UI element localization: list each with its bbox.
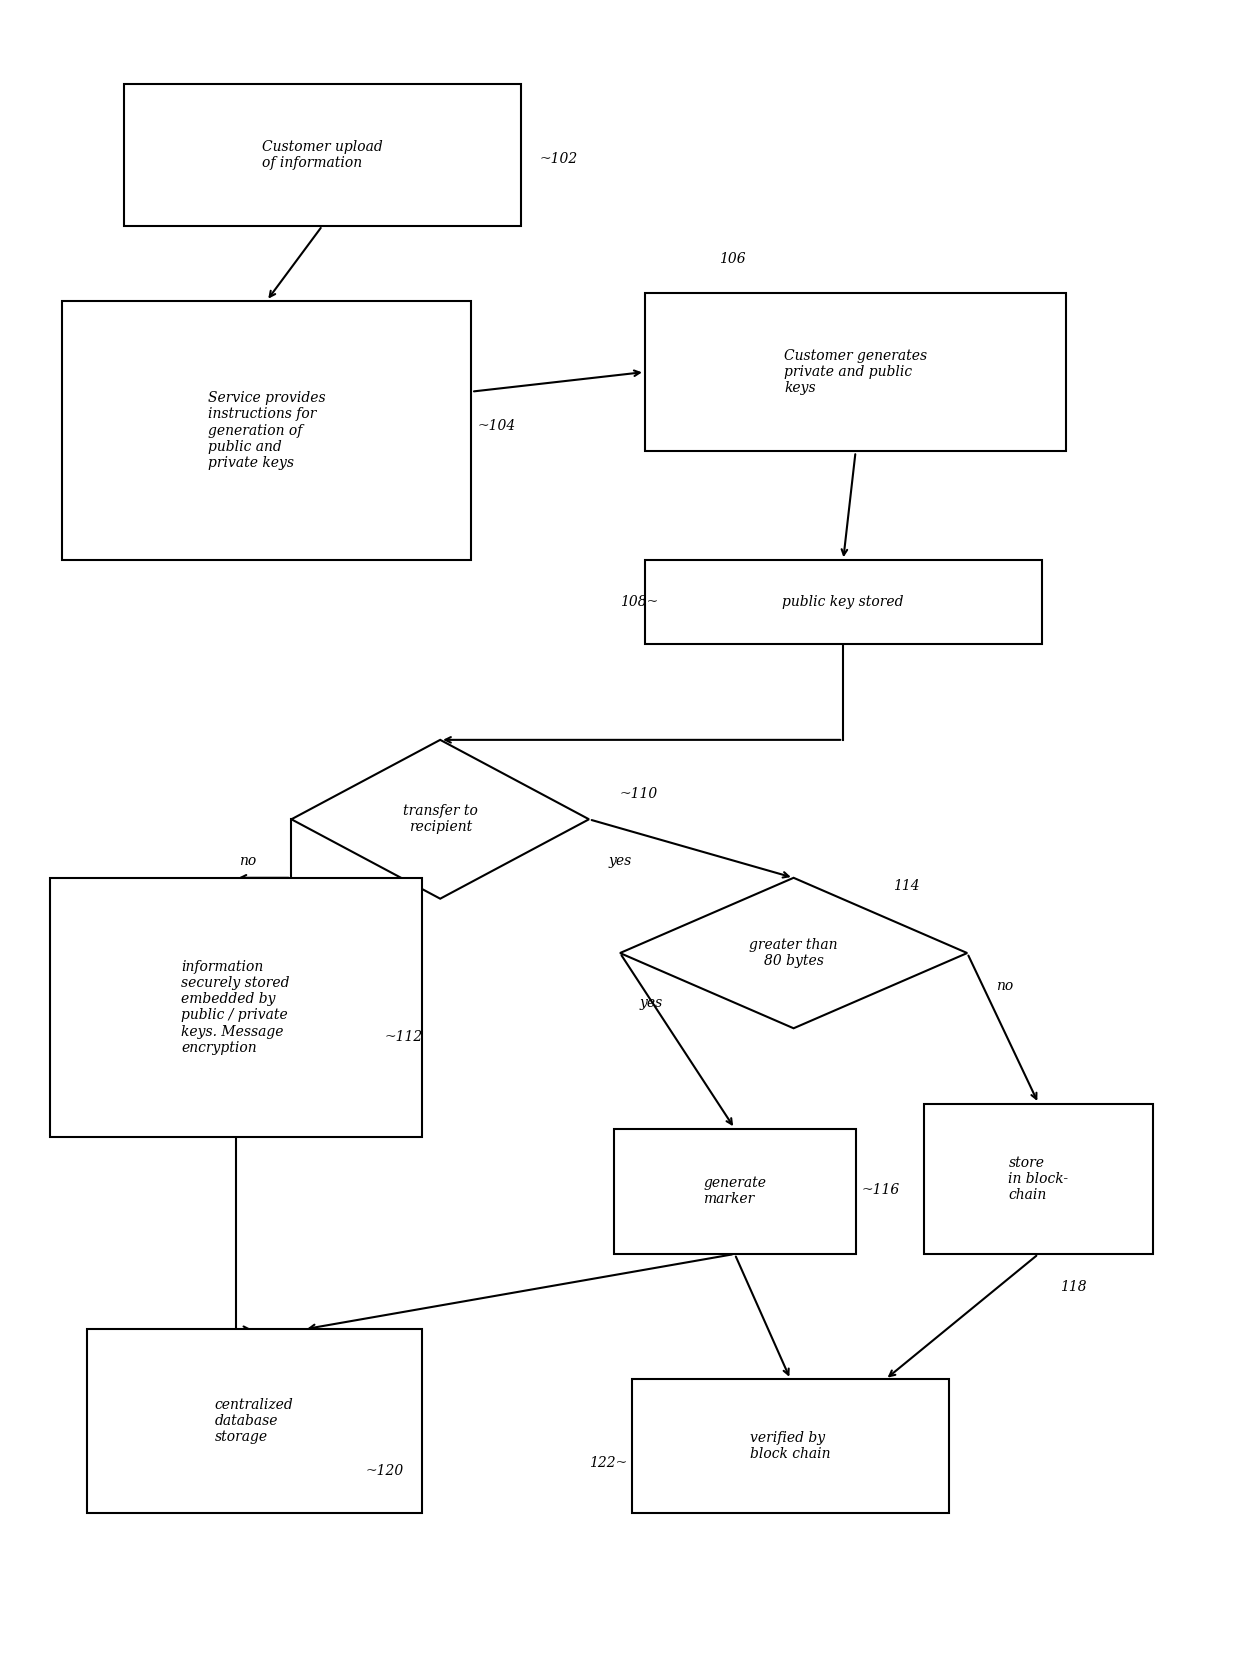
Text: verified by
block chain: verified by block chain bbox=[750, 1431, 831, 1461]
Text: 118: 118 bbox=[1060, 1281, 1086, 1294]
Text: ~120: ~120 bbox=[366, 1465, 404, 1478]
Text: 122~: 122~ bbox=[589, 1456, 627, 1470]
Text: no: no bbox=[239, 854, 257, 868]
FancyBboxPatch shape bbox=[124, 84, 521, 226]
FancyBboxPatch shape bbox=[632, 1379, 949, 1513]
Text: transfer to
recipient: transfer to recipient bbox=[403, 804, 477, 834]
Text: Customer upload
of information: Customer upload of information bbox=[262, 139, 383, 171]
FancyBboxPatch shape bbox=[50, 878, 422, 1137]
Text: information
securely stored
embedded by
public / private
keys. Message
encryptio: information securely stored embedded by … bbox=[181, 960, 290, 1055]
FancyBboxPatch shape bbox=[62, 301, 471, 560]
Text: 108~: 108~ bbox=[620, 595, 658, 609]
Polygon shape bbox=[620, 878, 967, 1028]
FancyBboxPatch shape bbox=[924, 1104, 1153, 1254]
Text: ~110: ~110 bbox=[620, 788, 658, 801]
Text: store
in block-
chain: store in block- chain bbox=[1008, 1155, 1069, 1202]
FancyBboxPatch shape bbox=[87, 1329, 422, 1513]
Text: public key stored: public key stored bbox=[782, 595, 904, 609]
Text: ~102: ~102 bbox=[539, 152, 578, 166]
Text: yes: yes bbox=[640, 997, 662, 1010]
FancyBboxPatch shape bbox=[645, 560, 1042, 644]
Text: ~112: ~112 bbox=[384, 1030, 423, 1043]
Text: yes: yes bbox=[609, 854, 631, 868]
Text: greater than
80 bytes: greater than 80 bytes bbox=[749, 938, 838, 968]
FancyBboxPatch shape bbox=[614, 1129, 856, 1254]
Text: centralized
database
storage: centralized database storage bbox=[215, 1398, 294, 1445]
Polygon shape bbox=[291, 739, 589, 900]
FancyBboxPatch shape bbox=[645, 293, 1066, 451]
Text: 114: 114 bbox=[893, 879, 919, 893]
Text: 106: 106 bbox=[719, 252, 745, 266]
Text: ~116: ~116 bbox=[862, 1184, 900, 1197]
Text: no: no bbox=[996, 980, 1013, 993]
Text: Service provides
instructions for
generation of
public and
private keys: Service provides instructions for genera… bbox=[208, 391, 325, 470]
Text: generate
marker: generate marker bbox=[703, 1175, 766, 1207]
Text: Customer generates
private and public
keys: Customer generates private and public ke… bbox=[784, 349, 928, 395]
Text: ~104: ~104 bbox=[477, 420, 516, 433]
